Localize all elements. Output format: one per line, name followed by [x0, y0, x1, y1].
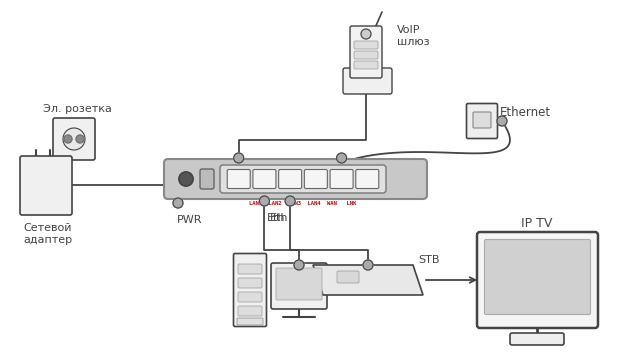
Circle shape [259, 196, 269, 206]
Circle shape [173, 198, 183, 208]
FancyBboxPatch shape [356, 169, 379, 189]
Circle shape [294, 260, 304, 270]
FancyBboxPatch shape [343, 68, 392, 94]
Text: LAN1  LAN2  LAN3  LAN4  WAN   LNK: LAN1 LAN2 LAN3 LAN4 WAN LNK [249, 201, 356, 206]
Text: Ethernet: Ethernet [500, 106, 551, 119]
Circle shape [63, 128, 85, 150]
FancyBboxPatch shape [200, 169, 214, 189]
Circle shape [76, 135, 84, 143]
FancyBboxPatch shape [477, 232, 598, 328]
FancyBboxPatch shape [20, 156, 72, 215]
FancyBboxPatch shape [354, 61, 378, 69]
Circle shape [285, 196, 295, 206]
FancyBboxPatch shape [485, 240, 590, 315]
FancyBboxPatch shape [253, 169, 276, 189]
FancyBboxPatch shape [238, 264, 262, 274]
Polygon shape [313, 265, 423, 295]
Text: IP TV: IP TV [521, 217, 553, 230]
Circle shape [361, 29, 371, 39]
Text: VoIP
шлюз: VoIP шлюз [397, 25, 430, 47]
FancyBboxPatch shape [510, 333, 564, 345]
FancyBboxPatch shape [220, 165, 386, 193]
FancyBboxPatch shape [304, 169, 327, 189]
FancyBboxPatch shape [276, 268, 322, 300]
Text: PWR: PWR [177, 215, 203, 225]
FancyBboxPatch shape [279, 169, 302, 189]
Text: Сетевой
адаптер: Сетевой адаптер [24, 223, 73, 245]
Circle shape [179, 172, 193, 186]
FancyBboxPatch shape [354, 51, 378, 59]
FancyBboxPatch shape [466, 104, 498, 139]
FancyBboxPatch shape [350, 26, 382, 78]
FancyBboxPatch shape [164, 159, 427, 199]
Circle shape [234, 153, 244, 163]
Text: Eth: Eth [266, 213, 285, 223]
FancyBboxPatch shape [473, 112, 491, 128]
FancyBboxPatch shape [233, 253, 266, 327]
Text: Эл. розетка: Эл. розетка [43, 104, 112, 114]
FancyBboxPatch shape [337, 271, 359, 283]
FancyBboxPatch shape [271, 263, 327, 309]
FancyBboxPatch shape [53, 118, 95, 160]
FancyBboxPatch shape [238, 278, 262, 288]
Circle shape [64, 135, 72, 143]
FancyBboxPatch shape [238, 306, 262, 316]
FancyBboxPatch shape [330, 169, 353, 189]
Text: STB: STB [418, 255, 440, 265]
FancyBboxPatch shape [354, 41, 378, 49]
Circle shape [497, 116, 507, 126]
FancyBboxPatch shape [238, 292, 262, 302]
Text: Eth: Eth [270, 213, 288, 223]
FancyBboxPatch shape [237, 318, 263, 325]
Circle shape [337, 153, 346, 163]
Circle shape [363, 260, 373, 270]
FancyBboxPatch shape [227, 169, 250, 189]
